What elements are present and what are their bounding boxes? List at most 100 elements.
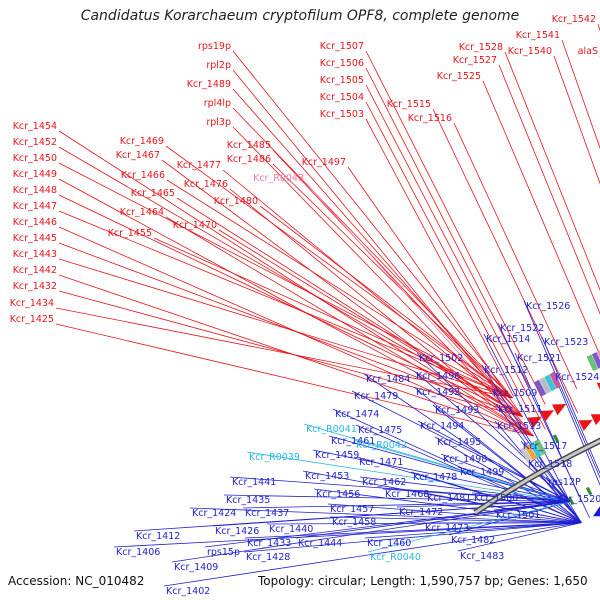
gene-label: Kcr_1507 xyxy=(320,41,364,52)
label-leader-lines xyxy=(55,23,600,587)
leader-line xyxy=(55,323,534,437)
gene-label: Kcr_1444 xyxy=(298,538,342,549)
feature-block xyxy=(539,377,552,394)
gene-label: Kcr_1454 xyxy=(13,121,57,132)
gene-label: Kcr_1500 xyxy=(474,493,518,504)
leader-line xyxy=(552,371,600,486)
leader-line xyxy=(365,118,515,397)
gene-label: rps19p xyxy=(198,41,231,52)
leader-line xyxy=(58,146,523,418)
gene-label: rps15p xyxy=(207,547,240,558)
gene-label: Kcr_1426 xyxy=(215,526,259,537)
leader-line xyxy=(232,88,523,418)
gene-label: Kcr_1462 xyxy=(362,477,406,488)
gene-label: Kcr_1469 xyxy=(120,136,164,147)
gene-label: Kcr_1486 xyxy=(227,154,271,165)
feature-block xyxy=(567,496,575,506)
gene-label: Kcr_1446 xyxy=(13,217,57,228)
leader-line xyxy=(432,108,578,414)
gene-label: Kcr_1494 xyxy=(420,421,464,432)
feature-block xyxy=(586,354,598,372)
gene-label: Kcr_1459 xyxy=(315,450,359,461)
leader-line xyxy=(133,501,570,532)
gene-label: Kcr_1528 xyxy=(459,42,503,53)
leader-line xyxy=(153,237,513,398)
gene-label: Kcr_1540 xyxy=(508,46,552,57)
leader-line xyxy=(353,439,570,502)
gene-label: rpl4lp xyxy=(204,98,231,109)
gene-label: Kcr_1458 xyxy=(332,517,376,528)
gene-label: Kcr_1448 xyxy=(13,185,57,196)
gene-label: Kcr_1499 xyxy=(460,467,504,478)
forward-gene-arrow xyxy=(596,382,600,390)
feature-block xyxy=(524,444,537,461)
gene-label: Kcr_1470 xyxy=(173,220,217,231)
leader-line xyxy=(222,169,523,418)
leader-line xyxy=(272,149,523,418)
gene-label: Kcr_1521 xyxy=(517,353,561,364)
leader-line xyxy=(229,188,534,437)
gene-label: Kcr_1512 xyxy=(484,365,528,376)
gene-label: Kcr_1479 xyxy=(354,391,398,402)
feature-block xyxy=(549,372,562,389)
leader-line xyxy=(364,522,582,539)
gene-label: Kcr_1493 xyxy=(435,405,479,416)
gene-label: Kcr_1527 xyxy=(453,55,497,66)
gene-label: Kcr_1467 xyxy=(116,150,160,161)
feature-block xyxy=(552,434,560,443)
gene-label: Kcr_1496 xyxy=(416,371,460,382)
gene-label: Kcr_1409 xyxy=(174,562,218,573)
leader-line xyxy=(55,307,513,398)
forward-gene-arrow xyxy=(590,414,600,426)
gene-label: Kcr_1440 xyxy=(269,524,313,535)
gene-label: Kcr_1514 xyxy=(486,334,530,345)
leader-line xyxy=(232,50,513,398)
feature-block xyxy=(520,446,533,464)
gene-label: Kcr_1513 xyxy=(497,421,541,432)
leader-line xyxy=(246,451,570,502)
gene-label: Kcr_1473 xyxy=(425,523,469,534)
accession-text: Accession: NC_010482 xyxy=(8,574,145,588)
forward-gene-arrow xyxy=(578,420,593,431)
leader-line xyxy=(561,39,600,150)
gene-label: Kcr_R0042 xyxy=(356,440,407,451)
gene-label: Kcr_1504 xyxy=(320,92,364,103)
leader-line xyxy=(232,107,513,398)
leader-line xyxy=(365,84,546,430)
gene-label: Kcr_1474 xyxy=(335,409,379,420)
leader-line xyxy=(523,300,600,479)
gene-label: Kcr_1484 xyxy=(366,374,410,385)
gene-label: Kcr_R0041 xyxy=(306,424,357,435)
gene-label: Kcr_1516 xyxy=(408,113,452,124)
leader-line xyxy=(351,390,570,502)
gene-label: Kcr_1460 xyxy=(367,538,411,549)
gene-label: Kcr_1432 xyxy=(13,281,57,292)
topology-summary: Topology: circular; Length: 1,590,757 bp… xyxy=(258,574,588,588)
gene-label: Kcr_1471 xyxy=(359,457,403,468)
gene-label: Kcr_1481 xyxy=(427,493,471,504)
leader-line xyxy=(417,420,570,502)
leader-line xyxy=(482,80,600,357)
leader-line xyxy=(416,352,570,502)
leader-line xyxy=(541,336,600,475)
leader-line xyxy=(58,162,513,398)
gene-label: Kcr_1457 xyxy=(330,504,374,515)
gene-label: Kcr_1468 xyxy=(385,489,429,500)
gene-feature-tracks xyxy=(520,350,600,517)
feature-block xyxy=(534,438,547,456)
gene-label: Kcr_1478 xyxy=(413,472,457,483)
gene-label: Kcr_1480 xyxy=(214,196,258,207)
leader-line xyxy=(218,229,523,418)
gene-label: Kcr_1475 xyxy=(358,425,402,436)
leader-line xyxy=(554,493,582,523)
gene-label: Kcr_1541 xyxy=(516,30,560,41)
gene-label: Kcr_1453 xyxy=(305,471,349,482)
forward-gene-arrow xyxy=(527,416,542,429)
leader-line xyxy=(223,494,570,502)
gene-label: Kcr_1495 xyxy=(437,437,481,448)
gene-label: Kcr_1445 xyxy=(13,233,57,244)
gene-label: Kcr_1461 xyxy=(331,436,375,447)
gene-label: Kcr_1456 xyxy=(316,489,360,500)
leader-line xyxy=(58,258,513,398)
